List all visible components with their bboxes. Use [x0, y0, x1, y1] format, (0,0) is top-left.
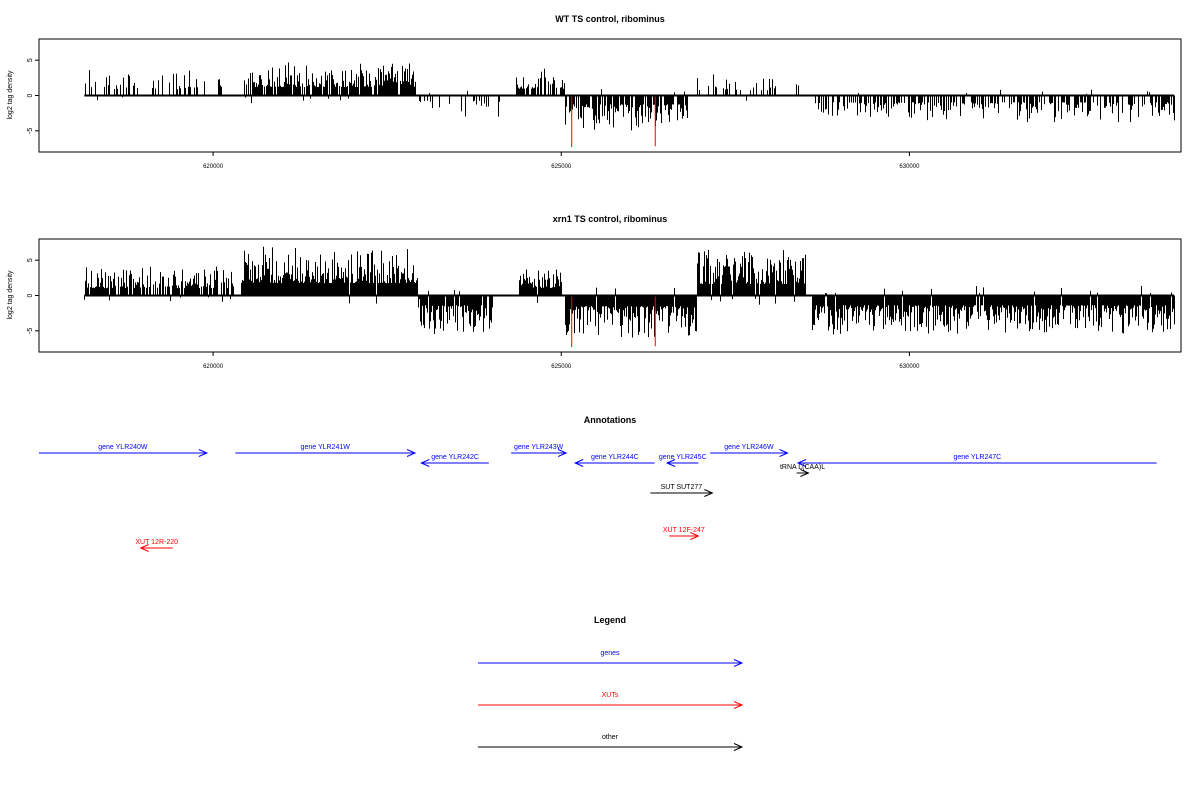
feature-label: gene YLR242C	[431, 454, 479, 461]
wt-track-ylabel: log2 tag density	[7, 70, 14, 120]
feature-label: gene YLR246W	[724, 444, 774, 451]
feature-arrowhead	[406, 449, 417, 457]
x-tick-label: 625000	[551, 364, 572, 370]
feature-arrowhead	[573, 459, 584, 467]
feature-label: XUT 12R-220	[135, 539, 178, 546]
feature-arrowhead	[796, 459, 807, 467]
legend-label: XUTs	[602, 692, 619, 699]
feature-arrowhead	[690, 532, 700, 540]
y-tick-label: -5	[27, 128, 34, 134]
annotations-panel: Annotations gene YLR240W gene YLR241Wgene…	[39, 415, 1157, 552]
feature-arrowhead	[139, 544, 149, 552]
x-tick-label: 630000	[899, 364, 920, 370]
legend-panel: Legend genes XUTs other	[478, 615, 744, 751]
annotation-feature: XUT 12F-247	[663, 527, 705, 540]
annotation-feature: XUT 12R-220	[135, 539, 178, 552]
wt-track-x-axis: 620000 625000 630000	[203, 152, 920, 170]
y-tick-label: 0	[27, 93, 34, 97]
feature-arrowhead	[704, 489, 714, 497]
feature-label: gene YLR243W	[514, 444, 564, 451]
x-tick-label: 620000	[203, 164, 224, 170]
wt-track-y-axis: -5 0 5	[27, 58, 39, 134]
xrn1-track-x-axis: 620000 625000 630000	[203, 352, 920, 370]
feature-arrowhead	[420, 459, 430, 467]
y-tick-label: 0	[27, 293, 34, 297]
legend-entries: genes XUTs other	[478, 650, 744, 751]
xrn1-track-ylabel: log2 tag density	[7, 270, 14, 320]
feature-arrowhead	[800, 469, 810, 477]
annotation-feature: SUT SUT277	[650, 484, 714, 497]
legend-title: Legend	[594, 615, 626, 625]
legend-entry: XUTs	[478, 692, 744, 709]
annotation-feature: gene YLR246W	[710, 444, 789, 457]
xrn1-track-panel: xrn1 TS control, ribominus log2 tag dens…	[7, 214, 1182, 370]
feature-arrowhead	[557, 449, 568, 457]
annotation-feature: gene YLR245C	[659, 454, 707, 467]
y-tick-label: -5	[27, 328, 34, 334]
xrn1-track-y-axis: -5 0 5	[27, 258, 39, 334]
feature-label: SUT SUT277	[661, 484, 703, 491]
xrn1-track-bars	[84, 246, 1175, 338]
x-tick-label: 625000	[551, 164, 572, 170]
x-tick-label: 630000	[899, 164, 920, 170]
annotation-feature: gene YLR247C	[796, 454, 1157, 467]
xrn1-track-highlight-bars	[571, 295, 656, 348]
feature-label: gene YLR245C	[659, 454, 707, 461]
xrn1-track-title: xrn1 TS control, ribominus	[553, 214, 668, 224]
wt-track-title: WT TS control, ribominus	[555, 14, 665, 24]
legend-arrowhead	[733, 701, 744, 709]
wt-track-panel: WT TS control, ribominus log2 tag densit…	[7, 14, 1182, 170]
wt-track-highlight-bars	[571, 95, 656, 148]
x-tick-label: 620000	[203, 364, 224, 370]
legend-entry: genes	[478, 650, 744, 667]
feature-arrowhead	[198, 449, 209, 457]
feature-arrowhead	[665, 459, 676, 467]
annotation-feature: gene YLR244C	[573, 454, 655, 467]
annotation-feature: gene YLR240W	[39, 444, 209, 457]
feature-label: XUT 12F-247	[663, 527, 705, 534]
legend-label: genes	[600, 650, 620, 657]
feature-label: gene YLR244C	[591, 454, 639, 461]
annotation-feature: gene YLR241W	[235, 444, 417, 457]
y-tick-label: 5	[27, 258, 34, 262]
annotation-features: gene YLR240W gene YLR241W gene YLR242C gene…	[39, 444, 1157, 552]
legend-label: other	[602, 734, 619, 741]
legend-entry: other	[478, 734, 744, 751]
feature-label: tRNA L(CAA)L	[780, 464, 825, 471]
y-tick-label: 5	[27, 58, 34, 62]
feature-label: gene YLR240W	[98, 444, 148, 451]
wt-track-bars	[85, 62, 1175, 131]
annotation-feature: gene YLR242C	[420, 454, 489, 467]
legend-arrowhead	[733, 743, 744, 751]
feature-arrowhead	[779, 449, 789, 457]
annotation-feature: tRNA L(CAA)L	[780, 464, 825, 477]
feature-label: gene YLR247C	[953, 454, 1001, 461]
annotations-title: Annotations	[584, 415, 637, 425]
feature-label: gene YLR241W	[301, 444, 351, 451]
annotation-feature: gene YLR243W	[511, 444, 568, 457]
legend-arrowhead	[733, 659, 744, 667]
